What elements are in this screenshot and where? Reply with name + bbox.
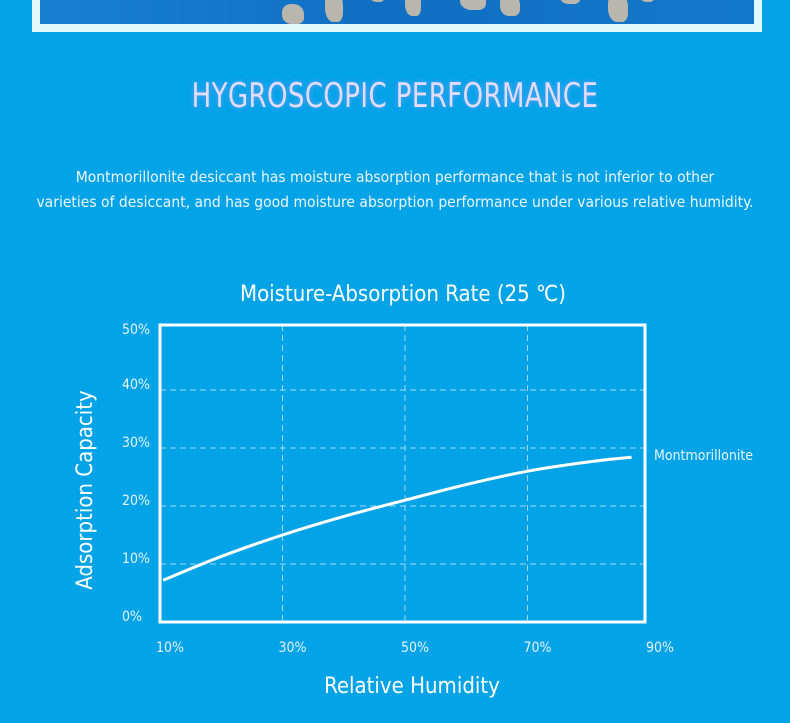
series-label-montmorillonite: Montmorillonite [654, 448, 753, 464]
x-tick-label: 70% [524, 640, 552, 656]
section-title: HYGROSCOPIC PERFORMANCE [191, 76, 599, 116]
x-tick-label: 30% [279, 640, 307, 656]
section-description: Montmorillonite desiccant has moisture a… [0, 165, 790, 215]
y-tick-label: 50% [122, 322, 150, 338]
x-tick-label: 10% [156, 640, 184, 656]
y-tick-label: 40% [122, 377, 150, 393]
plot-frame [158, 323, 647, 624]
description-line: varieties of desiccant, and has good moi… [36, 193, 754, 211]
x-tick-label: 50% [401, 640, 429, 656]
x-tick-label: 90% [646, 640, 674, 656]
x-axis-label: Relative Humidity [324, 674, 500, 699]
product-photo-frame [32, 0, 762, 32]
description-line: Montmorillonite desiccant has moisture a… [75, 168, 715, 186]
series-line-montmorillonite [162, 455, 632, 582]
y-tick-label: 30% [122, 435, 150, 451]
desiccant-rocks-image [40, 0, 754, 24]
y-tick-label: 20% [122, 493, 150, 509]
y-tick-label: 10% [122, 551, 150, 567]
y-tick-label: 0% [122, 609, 142, 625]
y-axis-label: Adsorption Capacity [73, 390, 98, 590]
chart-title: Moisture-Absorption Rate (25 ℃) [240, 282, 566, 307]
